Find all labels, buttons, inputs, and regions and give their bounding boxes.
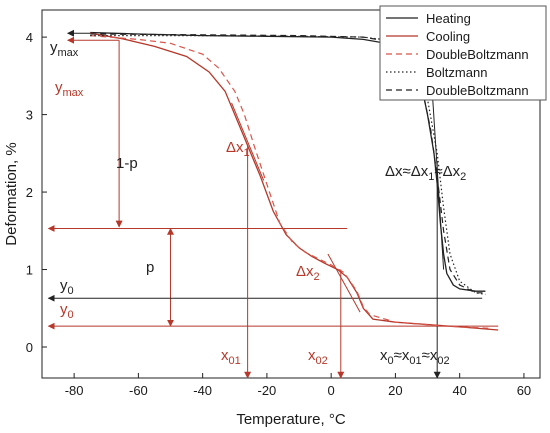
annotation-x01: x01	[221, 347, 241, 367]
annotation-p: p	[146, 259, 154, 276]
legend-label-3: Boltzmann	[426, 65, 487, 80]
x-tick-label: -80	[65, 383, 84, 398]
y-tick-label: 2	[26, 185, 33, 200]
x-tick-label: 60	[517, 383, 531, 398]
x-tick-label: 20	[388, 383, 402, 398]
axis-ticks: -80 -60 -40 -20 0 20 40 60 0 1 2 3 4	[26, 30, 531, 398]
annotation-ymax-black: ymax	[50, 39, 79, 59]
annotation-dx1: Δx1	[226, 139, 250, 159]
dx1-slope	[231, 102, 265, 181]
annotations: ymax ymax 1-p p Δx1 Δx2 y0 y0 x01 x02 Δx…	[50, 39, 466, 367]
legend-label-0: Heating	[426, 11, 471, 26]
legend: Heating Cooling DoubleBoltzmann Boltzmann Do…	[379, 5, 547, 101]
series-line-1	[90, 32, 499, 331]
annotation-ymax-red: ymax	[55, 79, 84, 99]
series-line-2	[90, 35, 492, 329]
x-tick-label: -40	[193, 383, 212, 398]
y-axis-label: Deformation, %	[3, 142, 20, 245]
annotation-dx2: Δx2	[296, 263, 320, 283]
x-tick-label: -20	[258, 383, 277, 398]
annotation-y0-red: y0	[60, 301, 74, 321]
dx2-slope	[327, 253, 361, 313]
legend-label-1: Cooling	[426, 29, 470, 44]
x-axis-label: Temperature, °C	[236, 411, 346, 428]
y-tick-label: 1	[26, 263, 33, 278]
legend-label-2: DoubleBoltzmann	[426, 47, 529, 62]
y-tick-label: 3	[26, 108, 33, 123]
plot-frame	[41, 9, 541, 379]
annotation-x02: x02	[308, 347, 328, 367]
x-tick-label: 40	[452, 383, 466, 398]
annotation-y0-black: y0	[60, 277, 74, 297]
x-tick-label: -60	[129, 383, 148, 398]
legend-label-4: DoubleBoltzmann	[426, 83, 529, 98]
annotation-dx-equal: Δx≈Δx1≈Δx2	[385, 163, 466, 183]
annotation-one-minus-p: 1-p	[116, 155, 138, 172]
y-tick-label: 4	[26, 30, 33, 45]
y-tick-label: 0	[26, 340, 33, 355]
annotation-x0-equal: x0≈x01≈x02	[380, 347, 450, 367]
legend-box	[379, 5, 547, 101]
x-tick-label: 0	[328, 383, 335, 398]
